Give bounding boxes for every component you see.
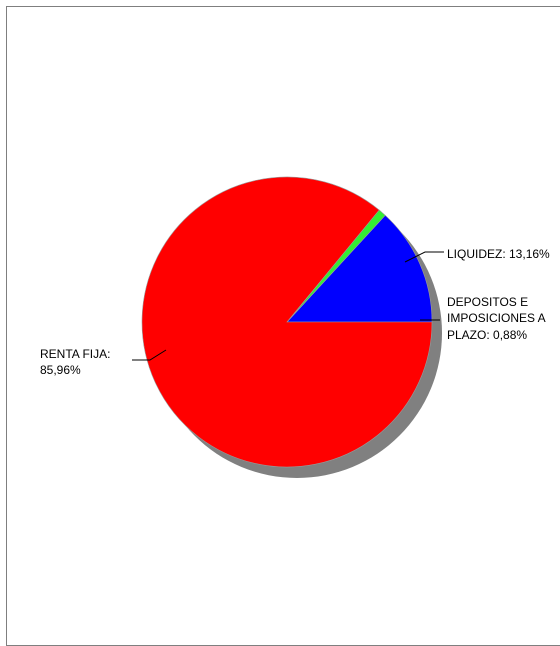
pie-slice-renta-fija (141, 176, 433, 468)
leader-renta-fija (132, 349, 167, 361)
label-renta-fija-line1: RENTA FIJA: (40, 347, 110, 361)
label-depositos-line2: IMPOSICIONES A (447, 311, 546, 325)
label-depositos-line1: DEPOSITOS E (447, 295, 528, 309)
label-liquidez: LIQUIDEZ: 13,16% (447, 247, 550, 261)
label-renta-fija-line2: 85,96% (40, 363, 81, 377)
label-depositos-line3: PLAZO: 0,88% (447, 328, 527, 342)
pie-slice-liquidez (286, 214, 433, 323)
leader-liquidez (404, 251, 444, 263)
